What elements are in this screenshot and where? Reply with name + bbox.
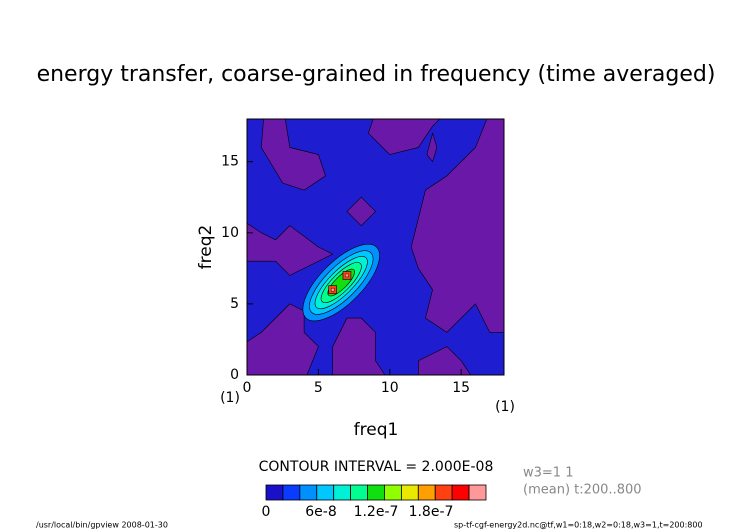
x-tick-label: 0 bbox=[243, 380, 252, 396]
footer: /usr/local/bin/gpview 2008-01-30 bbox=[36, 521, 168, 530]
contour-region bbox=[247, 222, 334, 276]
plot-frame bbox=[246, 118, 505, 376]
contour-region bbox=[368, 119, 441, 155]
contour-region bbox=[346, 196, 376, 227]
colorbar-swatch bbox=[434, 484, 453, 501]
colorbar-swatch bbox=[451, 484, 470, 501]
y-tick-label: 0 bbox=[230, 367, 239, 383]
contour-region bbox=[330, 287, 335, 292]
colorbar-label: 0 bbox=[262, 504, 271, 520]
contour-region bbox=[260, 119, 326, 191]
colorbar-swatch bbox=[316, 484, 335, 501]
y-axis-label: freq2 bbox=[196, 225, 216, 270]
colorbar-label: 1.2e-7 bbox=[354, 504, 399, 520]
contour-region bbox=[418, 346, 472, 375]
y-tick-label: 5 bbox=[230, 296, 239, 312]
x-tick-label: 5 bbox=[314, 380, 323, 396]
info: (mean) t:200..800 bbox=[523, 483, 642, 498]
colorbar-swatch bbox=[468, 484, 487, 501]
chart-title: energy transfer, coarse-grained in frequ… bbox=[37, 62, 716, 87]
y-tick-label: 15 bbox=[221, 154, 239, 170]
x-unit: (1) bbox=[495, 399, 515, 415]
colorbar-swatch bbox=[367, 484, 385, 501]
colorbar-label: 1.8e-7 bbox=[409, 504, 454, 520]
info: w3=1 1 bbox=[523, 466, 573, 481]
contour-region bbox=[345, 273, 349, 278]
colorbar-swatch bbox=[282, 484, 301, 501]
x-tick-label: 10 bbox=[381, 380, 399, 396]
colorbar-swatch bbox=[299, 484, 318, 501]
colorbar-swatch bbox=[384, 484, 402, 501]
x-axis-label: freq1 bbox=[354, 420, 399, 440]
contour-region bbox=[426, 132, 438, 163]
colorbar-swatch bbox=[265, 484, 284, 501]
colorbar-label: 6e-8 bbox=[305, 504, 336, 520]
contour-region bbox=[332, 317, 386, 375]
colorbar-swatch bbox=[400, 484, 419, 501]
footer: sp-tf-cgf-energy2d.nc@tf,w1=0:18,w2=0:18… bbox=[454, 521, 703, 530]
contour-region bbox=[410, 119, 504, 333]
y-tick-label: 10 bbox=[221, 225, 239, 241]
contour-field bbox=[247, 119, 504, 375]
contour-region bbox=[247, 303, 319, 375]
x-tick-label: 15 bbox=[452, 380, 470, 396]
colorbar-swatch bbox=[333, 484, 352, 501]
contour-interval: CONTOUR INTERVAL = 2.000E-08 bbox=[259, 459, 494, 475]
colorbar-swatch bbox=[350, 484, 368, 501]
colorbar-swatch bbox=[417, 484, 436, 501]
y-unit: (1) bbox=[220, 390, 240, 406]
